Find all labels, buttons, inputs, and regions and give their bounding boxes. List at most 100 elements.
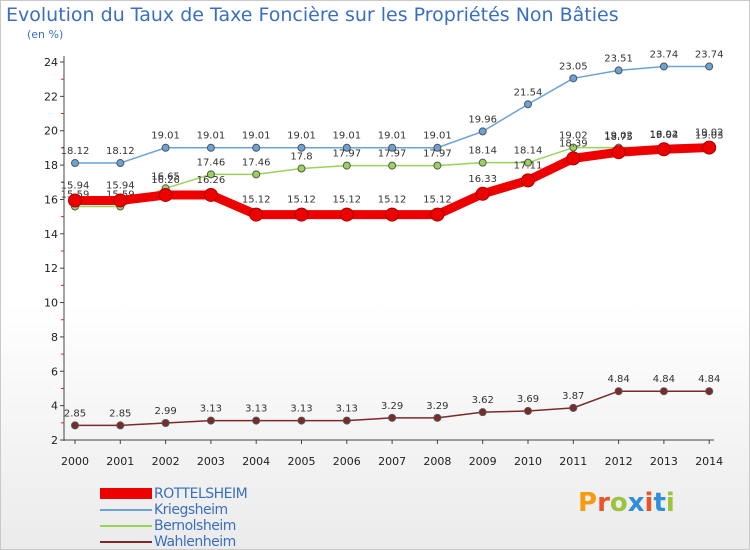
data-label-wahlenheim: 3.13 bbox=[200, 404, 222, 415]
legend-swatch bbox=[100, 541, 152, 543]
data-point-bernolsheim bbox=[433, 161, 442, 170]
data-label-kriegsheim: 23.74 bbox=[650, 49, 679, 60]
data-point-rottelsheim bbox=[339, 207, 354, 222]
data-point-kriegsheim bbox=[388, 143, 397, 152]
data-label-wahlenheim: 3.29 bbox=[381, 401, 403, 412]
logo-letter: x bbox=[627, 488, 645, 518]
data-label-bernolsheim: 17.8 bbox=[290, 152, 312, 163]
x-tick-label: 2005 bbox=[288, 455, 316, 468]
data-label-kriegsheim: 19.01 bbox=[242, 131, 271, 142]
logo-letter: P bbox=[578, 488, 598, 518]
data-point-rottelsheim bbox=[158, 187, 173, 202]
data-label-wahlenheim: 3.29 bbox=[426, 401, 448, 412]
data-label-rottelsheim: 15.12 bbox=[287, 195, 316, 206]
data-label-kriegsheim: 23.05 bbox=[559, 61, 588, 72]
data-label-rottelsheim: 19.02 bbox=[695, 128, 724, 139]
logo-letter: o bbox=[609, 488, 628, 518]
data-label-bernolsheim: 17.46 bbox=[197, 157, 226, 168]
data-point-wahlenheim bbox=[705, 387, 714, 396]
y-tick-label: 16 bbox=[44, 193, 58, 206]
data-label-wahlenheim: 4.84 bbox=[607, 374, 629, 385]
data-point-wahlenheim bbox=[659, 387, 668, 396]
data-point-rottelsheim bbox=[249, 207, 264, 222]
data-point-rottelsheim bbox=[521, 173, 535, 188]
data-point-kriegsheim bbox=[659, 62, 668, 71]
data-point-rottelsheim bbox=[294, 207, 309, 222]
data-label-bernolsheim: 16.65 bbox=[151, 171, 180, 182]
data-label-rottelsheim: 18.92 bbox=[650, 129, 679, 140]
legend-label: Wahlenheim bbox=[154, 534, 236, 550]
data-label-rottelsheim: 15.12 bbox=[423, 195, 452, 206]
data-point-kriegsheim bbox=[297, 143, 306, 152]
data-label-bernolsheim: 18.14 bbox=[468, 146, 497, 157]
y-tick-label: 20 bbox=[44, 125, 58, 138]
data-label-bernolsheim: 19.02 bbox=[559, 131, 588, 142]
data-point-bernolsheim bbox=[524, 158, 532, 167]
data-point-rottelsheim bbox=[475, 186, 490, 201]
y-tick-label: 8 bbox=[51, 331, 58, 344]
x-tick-label: 2004 bbox=[242, 455, 270, 468]
data-point-kriegsheim bbox=[252, 143, 261, 152]
legend-label: Bernolsheim bbox=[154, 518, 236, 534]
data-label-wahlenheim: 3.69 bbox=[517, 394, 539, 405]
y-tick-label: 14 bbox=[44, 228, 58, 241]
data-label-bernolsheim: 18.14 bbox=[514, 146, 543, 157]
data-point-rottelsheim bbox=[68, 193, 82, 208]
data-point-kriegsheim bbox=[71, 159, 79, 168]
data-point-wahlenheim bbox=[342, 416, 351, 425]
y-tick-label: 18 bbox=[44, 159, 58, 172]
data-label-bernolsheim: 19.03 bbox=[695, 130, 724, 141]
data-label-rottelsheim: 15.12 bbox=[242, 195, 271, 206]
data-point-kriegsheim bbox=[161, 143, 170, 152]
data-point-wahlenheim bbox=[569, 403, 578, 412]
data-label-wahlenheim: 2.99 bbox=[154, 406, 176, 417]
data-label-rottelsheim: 16.33 bbox=[468, 174, 497, 185]
y-tick-label: 4 bbox=[51, 400, 58, 413]
data-point-bernolsheim bbox=[478, 158, 487, 167]
data-label-kriegsheim: 19.01 bbox=[378, 131, 407, 142]
data-point-wahlenheim bbox=[433, 413, 442, 422]
data-point-kriegsheim bbox=[569, 74, 578, 83]
legend-label: ROTTELSHEIM bbox=[154, 486, 248, 502]
data-label-wahlenheim: 2.85 bbox=[64, 408, 86, 419]
data-label-kriegsheim: 23.51 bbox=[604, 53, 633, 64]
data-label-kriegsheim: 19.96 bbox=[468, 114, 497, 125]
x-tick-label: 2011 bbox=[559, 455, 587, 468]
chart-title: Evolution du Taux de Taxe Foncière sur l… bbox=[6, 4, 619, 26]
data-label-wahlenheim: 3.13 bbox=[290, 404, 312, 415]
data-label-wahlenheim: 3.13 bbox=[245, 404, 267, 415]
data-point-bernolsheim bbox=[252, 170, 261, 179]
data-label-rottelsheim: 16.26 bbox=[151, 175, 180, 186]
data-point-bernolsheim bbox=[388, 161, 397, 170]
data-label-bernolsheim: 17.97 bbox=[378, 149, 407, 160]
data-point-wahlenheim bbox=[297, 416, 306, 425]
data-label-kriegsheim: 21.54 bbox=[514, 87, 543, 98]
data-label-rottelsheim: 15.94 bbox=[106, 180, 135, 191]
data-point-wahlenheim bbox=[116, 421, 125, 430]
data-point-rottelsheim bbox=[113, 193, 128, 208]
data-point-kriegsheim bbox=[524, 100, 532, 109]
y-tick-label: 2 bbox=[51, 434, 58, 447]
data-label-bernolsheim: 19.04 bbox=[650, 130, 679, 141]
data-point-rottelsheim bbox=[385, 207, 400, 222]
x-tick-label: 2001 bbox=[106, 455, 134, 468]
x-tick-label: 2006 bbox=[333, 455, 361, 468]
data-label-kriegsheim: 19.01 bbox=[423, 131, 452, 142]
x-tick-label: 2002 bbox=[152, 455, 180, 468]
data-label-rottelsheim: 15.12 bbox=[332, 195, 361, 206]
data-point-wahlenheim bbox=[614, 387, 623, 396]
data-point-kriegsheim bbox=[206, 143, 215, 152]
data-point-rottelsheim bbox=[702, 140, 717, 155]
legend-swatch bbox=[100, 488, 152, 499]
x-tick-label: 2014 bbox=[695, 455, 723, 468]
logo-letter: t bbox=[653, 488, 666, 518]
data-point-wahlenheim bbox=[388, 413, 397, 422]
data-label-kriegsheim: 18.12 bbox=[106, 146, 135, 157]
data-label-wahlenheim: 2.85 bbox=[109, 408, 131, 419]
data-point-kriegsheim bbox=[342, 143, 351, 152]
y-tick-label: 22 bbox=[44, 90, 58, 103]
data-point-rottelsheim bbox=[611, 145, 626, 160]
data-point-bernolsheim bbox=[342, 161, 351, 170]
legend-item-rottelsheim: ROTTELSHEIM bbox=[100, 486, 400, 502]
data-point-kriegsheim bbox=[433, 143, 442, 152]
